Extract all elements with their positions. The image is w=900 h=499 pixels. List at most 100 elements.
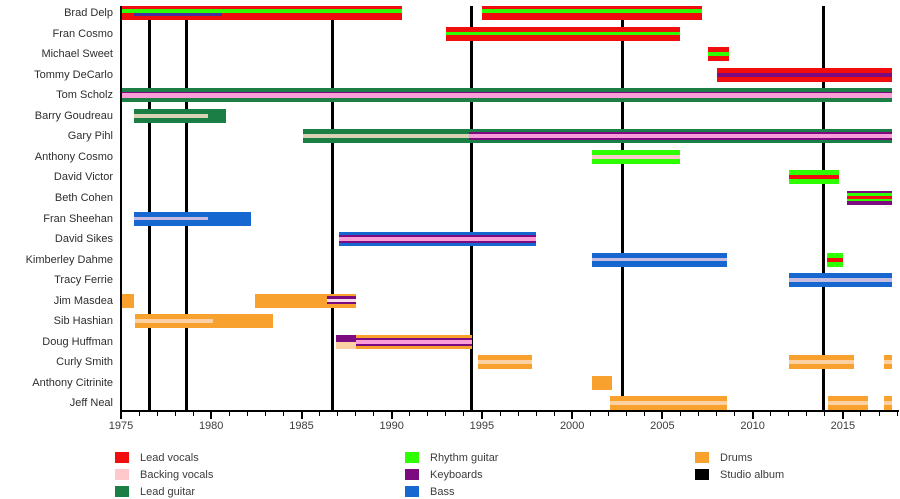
backing-vocals-stripe [592,155,681,159]
major-tick-2015 [841,412,844,419]
minor-tick-1978 [174,412,176,416]
curly-smith-drums-bar [884,355,892,370]
member-label-tracy-ferrie: Tracy Ferrie [54,274,113,287]
lead-vocals-stripe [788,175,840,180]
member-label-fran-sheehan: Fran Sheehan [43,212,113,225]
minor-tick-1976 [138,412,140,416]
minor-tick-2013 [806,412,808,416]
backing-vocals-stripe [133,216,208,221]
member-label-david-victor: David Victor [53,171,113,184]
backing-vocals-stripe [355,339,472,344]
doug-huffman-drums-bar [355,334,472,349]
backing-vocals-stripe [326,298,356,303]
anthony-cosmo-rhythm-guitar-bar [592,149,681,164]
legend-label-lead-vocals: Lead vocals [140,451,199,464]
legend-item-bass: Bass [405,483,498,499]
studio-album-line-1987 [330,6,334,410]
minor-tick-1982 [246,412,248,416]
backing-vocals-stripe [592,257,728,262]
minor-tick-1983 [264,412,266,416]
minor-tick-2011 [770,412,772,416]
minor-tick-2008 [716,412,717,416]
backing-vocals-stripe [610,401,728,406]
legend-label-backing-vocals: Backing vocals [140,468,214,481]
bass-swatch [405,486,419,498]
jeff-neal-drums-bar [884,396,892,411]
minor-tick-1988 [355,412,357,416]
minor-tick-1994 [463,412,465,416]
kimberley-dahme-bass-bar [592,252,728,267]
legend-item-lead-guitar: Lead guitar [115,483,213,499]
major-tick-1980 [210,412,213,419]
minor-tick-2009 [734,412,736,416]
legend-label-studio-album: Studio album [720,468,785,481]
minor-tick-2002 [607,412,609,416]
major-tick-2005 [661,412,664,419]
backing-vocals-stripe [788,278,892,282]
backing-vocals-stripe [133,113,208,118]
keyboards-stripe [716,72,892,77]
minor-tick-2017 [878,412,880,416]
lead-vocals-stripe [826,257,843,262]
curly-smith-drums-bar [478,355,533,370]
major-tick-1975 [120,412,122,419]
minor-tick-1986 [319,412,320,416]
keyboards-stripe [121,91,892,94]
legend-label-bass: Bass [430,485,455,498]
jeff-neal-drums-bar [828,396,869,411]
major-tick-1990 [390,412,393,419]
minor-tick-1977 [156,412,158,416]
rhythm-guitar-stripe [481,8,703,13]
member-label-gary-pihl: Gary Pihl [67,130,113,143]
backing-vocals-stripe [335,342,356,349]
tommy-decarlo-lead-vocals-bar [716,67,892,82]
brad-delp-lead-vocals-bar [121,6,403,20]
legend-item-studio-album: Studio album [695,466,784,483]
lead-guitar-swatch [115,486,129,498]
studio-album-swatch [695,469,709,481]
backing-vocals-stripe [135,319,213,324]
kimberley-dahme-rhythm-guitar-bar [826,252,843,267]
member-label-curly-smith: Curly Smith [56,356,113,369]
tick-label-2015: 2015 [830,420,856,432]
minor-tick-1998 [535,412,537,416]
legend-item-keyboards: Keyboards [405,466,498,483]
member-label-beth-cohen: Beth Cohen [54,191,113,204]
rhythm-guitar-stripe [707,52,730,57]
minor-tick-2016 [860,412,862,416]
minor-tick-2003 [625,412,627,416]
jeff-neal-drums-bar [610,396,728,411]
david-victor-rhythm-guitar-bar [788,170,840,185]
tick-label-2010: 2010 [740,420,765,432]
tick-label-1985: 1985 [289,420,314,432]
legend-item-rhythm-guitar: Rhythm guitar [405,449,498,466]
michael-sweet-lead-vocals-bar [707,47,730,62]
member-label-barry-goudreau: Barry Goudreau [34,109,113,122]
studio-album-line-1979 [184,6,188,410]
minor-tick-2001 [589,412,591,416]
keyboards-stripe [133,13,222,16]
legend-label-lead-guitar: Lead guitar [140,485,196,498]
legend-label-keyboards: Keyboards [430,468,483,481]
fran-cosmo-lead-vocals-bar [445,26,681,41]
tick-label-1980: 1980 [198,420,224,432]
tick-label-2000: 2000 [559,420,585,432]
jim-masdea-drums-bar [254,293,327,308]
tick-label-1975: 1975 [108,420,134,432]
david-sikes-bass-bar [339,232,537,247]
member-label-brad-delp: Brad Delp [64,7,113,19]
legend-item-drums: Drums [695,449,784,466]
backing-vocals-stripe [828,401,869,406]
barry-goudreau-lead-guitar-bar [133,108,226,123]
studio-album-line-1977 [148,6,152,410]
beth-cohen-keyboards-bar [846,190,892,205]
minor-tick-2004 [643,412,645,416]
minor-tick-1984 [282,412,284,416]
studio-album-line-1994 [469,6,473,410]
minor-tick-1993 [445,412,447,416]
minor-tick-1991 [409,412,411,416]
member-label-fran-cosmo: Fran Cosmo [52,27,113,40]
member-label-tom-scholz: Tom Scholz [56,89,113,102]
plot-area [120,0,899,419]
major-tick-1995 [480,412,483,419]
